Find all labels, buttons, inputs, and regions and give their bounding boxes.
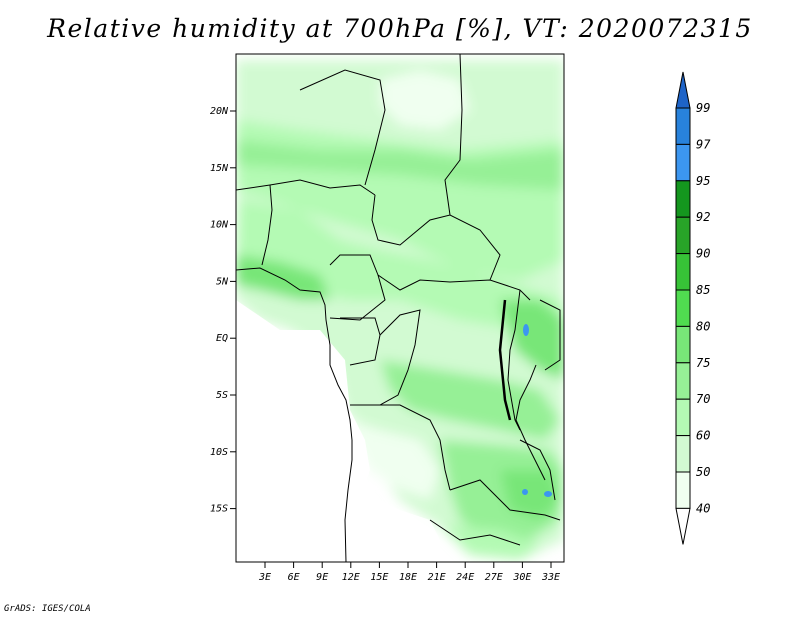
lat-tick-label: 10S — [210, 447, 228, 458]
grads-credit: GrADS: IGES/COLA — [4, 604, 91, 614]
lat-tick-label: EQ — [216, 333, 228, 344]
colorbar-label: 75 — [696, 356, 710, 370]
lon-tick-label: 9E — [316, 572, 328, 583]
lat-tick-label: 20N — [210, 106, 229, 117]
lon-tick-label: 12E — [342, 572, 360, 583]
colorbar-segment — [675, 435, 691, 473]
colorbar-label: 40 — [696, 501, 710, 515]
colorbar-label: 90 — [696, 247, 710, 261]
colorbar-segment — [675, 253, 691, 291]
colorbar-label: 50 — [696, 465, 710, 479]
latitude-axis: 20N 15N 10N 5N EQ 5S 10S 15S — [210, 106, 236, 515]
colorbar-segment — [675, 398, 691, 437]
colorbar-segment — [675, 362, 691, 400]
colorbar-label: 60 — [696, 429, 710, 443]
humidity-field — [236, 54, 564, 562]
lon-tick-label: 24E — [456, 572, 474, 583]
colorbar-segment — [675, 471, 691, 509]
lat-tick-label: 5S — [216, 390, 228, 401]
lon-tick-label: 33E — [541, 572, 560, 583]
lat-tick-label: 15S — [210, 504, 228, 515]
lon-tick-label: 27E — [485, 572, 503, 583]
colorbar-label: 97 — [696, 137, 711, 151]
colorbar-label: 85 — [696, 283, 710, 297]
lon-tick-label: 3E — [258, 572, 271, 583]
colorbar-segment — [675, 180, 691, 218]
lon-tick-label: 6E — [288, 572, 300, 583]
colorbar-segment — [675, 325, 691, 364]
lon-tick-label: 18E — [399, 572, 417, 583]
lat-tick-label: 10N — [210, 220, 229, 231]
lon-tick-label: 30E — [512, 572, 531, 583]
country-borders — [236, 54, 561, 562]
colorbar-segment — [675, 289, 691, 327]
colorbar-top-arrow — [675, 71, 691, 109]
map-frame — [235, 53, 565, 563]
lon-tick-label: 15E — [370, 572, 388, 583]
colorbar-segment — [675, 107, 691, 145]
colorbar-label: 99 — [696, 101, 710, 115]
lat-tick-label: 5N — [216, 276, 229, 287]
colorbar-label: 70 — [696, 392, 710, 406]
chart-title: Relative humidity at 700hPa [%], VT: 202… — [47, 14, 753, 43]
lat-tick-label: 15N — [210, 163, 229, 174]
colorbar-label: 95 — [696, 174, 710, 188]
lon-tick-label: 21E — [428, 572, 446, 583]
colorbar-bottom-arrow — [675, 507, 691, 545]
colorbar-label: 92 — [696, 210, 710, 224]
colorbar: 99 97 95 92 90 85 80 75 70 60 50 40 — [675, 71, 711, 545]
colorbar-segment — [675, 143, 691, 182]
colorbar-segment — [675, 216, 691, 255]
colorbar-label: 80 — [696, 319, 710, 333]
longitude-axis: 3E 6E 9E 12E 15E 18E 21E 24E 27E 30E 33E — [258, 562, 560, 583]
